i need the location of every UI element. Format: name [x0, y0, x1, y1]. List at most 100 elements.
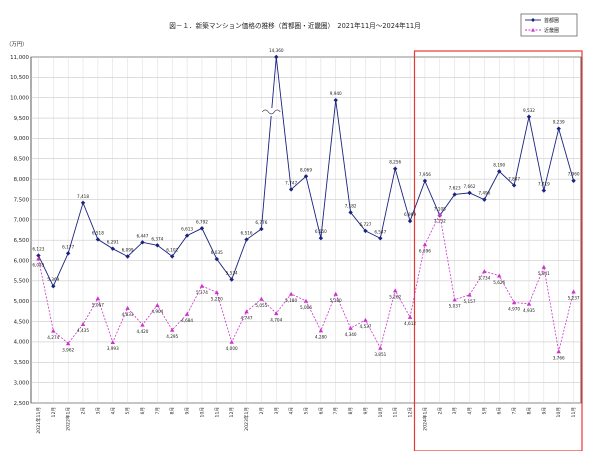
data-label-shutoken: 6,177 [62, 244, 74, 249]
y-tick-label: 9,500 [14, 116, 30, 122]
x-tick-label: 5月 [125, 407, 131, 415]
y-tick-label: 6,000 [14, 258, 30, 264]
data-label-shutoken: 7,719 [538, 182, 550, 187]
data-label-kinki: 5,626 [493, 280, 505, 285]
data-point-shutoken [214, 256, 220, 262]
data-label-kinki: 5,180 [285, 298, 297, 303]
y-tick-label: 10,500 [10, 75, 29, 81]
x-tick-label: 4月 [289, 407, 295, 415]
data-point-kinki [288, 291, 294, 296]
data-point-shutoken [36, 253, 41, 258]
data-point-shutoken [259, 226, 264, 232]
data-label-shutoken: 6,792 [196, 219, 208, 224]
data-label-kinki: 5,055 [255, 303, 267, 308]
data-label-shutoken: 6,518 [92, 230, 104, 235]
data-label-shutoken: 6,547 [374, 229, 386, 234]
data-point-shutoken [422, 178, 428, 184]
data-point-kinki [452, 297, 457, 302]
x-tick-label: 2月 [437, 407, 443, 415]
data-point-kinki [378, 345, 383, 350]
data-label-shutoken: 6,776 [255, 220, 267, 225]
x-tick-label: 2月 [81, 407, 87, 415]
x-tick-label: 2月 [259, 407, 265, 415]
data-label-shutoken: 7,960 [568, 172, 580, 177]
data-label-kinki: 4,435 [77, 328, 89, 333]
data-label-kinki: 4,747 [241, 316, 253, 321]
x-tick-label: 8月 [348, 407, 354, 415]
data-label-shutoken: 6,102 [166, 247, 178, 252]
y-tick-label: 10,000 [10, 96, 29, 102]
y-tick-label: 7,500 [14, 197, 30, 203]
data-label-kinki: 4,000 [226, 346, 238, 351]
data-label-kinki: 3,962 [62, 347, 74, 352]
data-point-kinki [95, 296, 101, 301]
data-label-kinki: 5,374 [196, 290, 208, 295]
data-point-shutoken [288, 187, 294, 192]
data-label-kinki: 5,006 [300, 305, 312, 310]
axis-break-mask [259, 107, 282, 116]
x-tick-label: 2021年11月 [35, 407, 42, 434]
y-tick-label: 8,000 [14, 177, 30, 183]
data-label-kinki: 4,537 [359, 324, 371, 329]
x-tick-label: 9月 [363, 407, 369, 415]
data-point-shutoken [318, 235, 324, 241]
data-point-shutoken [303, 174, 309, 179]
x-tick-label: 12月 [229, 407, 235, 417]
data-point-shutoken [229, 277, 234, 282]
data-point-kinki [571, 289, 576, 294]
data-point-kinki [229, 339, 234, 344]
x-tick-label: 12月 [51, 407, 57, 417]
data-label-shutoken: 7,956 [419, 172, 431, 177]
data-point-shutoken [170, 254, 175, 259]
data-point-kinki [333, 291, 338, 296]
data-point-kinki [511, 300, 517, 305]
data-label-shutoken: 7,662 [464, 184, 476, 189]
data-point-shutoken [333, 97, 338, 103]
data-label-shutoken: 6,447 [136, 233, 148, 238]
data-point-kinki [110, 340, 115, 345]
data-point-kinki [437, 212, 442, 217]
data-point-shutoken [125, 254, 130, 259]
data-label-shutoken: 6,123 [32, 247, 44, 252]
axis-break-mark [261, 109, 281, 115]
data-point-shutoken [541, 188, 547, 193]
data-label-kinki: 4,340 [345, 332, 357, 337]
data-point-kinki [244, 309, 249, 314]
x-tick-label: 3月 [95, 407, 101, 415]
data-point-shutoken [571, 178, 576, 183]
y-tick-label: 3,500 [14, 360, 30, 366]
data-label-kinki: 5,220 [211, 296, 223, 301]
data-point-shutoken [184, 233, 190, 238]
data-point-shutoken [482, 197, 487, 202]
data-label-shutoken: 5,369 [47, 277, 59, 282]
data-label-shutoken: 6,035 [211, 250, 223, 255]
x-tick-label: 10月 [378, 407, 384, 417]
x-tick-label: 2024年1月 [421, 407, 428, 431]
y-tick-label: 7,000 [14, 218, 30, 224]
y-tick-label: 4,000 [14, 340, 30, 346]
data-label-shutoken: 6,291 [107, 240, 119, 245]
legend-label: 首都圏 [544, 17, 559, 24]
data-point-kinki [422, 242, 428, 247]
data-point-shutoken [110, 246, 115, 251]
data-label-kinki: 7,132 [434, 218, 446, 223]
x-tick-label: 7月 [512, 407, 518, 415]
data-point-kinki [125, 305, 130, 310]
y-tick-label: 8,500 [14, 157, 30, 163]
data-point-kinki [407, 314, 413, 319]
data-point-shutoken [95, 237, 101, 242]
data-point-kinki [482, 269, 487, 274]
data-point-shutoken [80, 200, 86, 206]
x-tick-label: 10月 [556, 407, 562, 417]
data-point-shutoken [274, 54, 279, 60]
plot-area: 2,500 3,000 3,500 4,000 4,500 5,000 5,500 6,000… [10, 48, 583, 451]
x-tick-label: 4月 [110, 407, 116, 415]
x-tick-label: 3月 [274, 407, 280, 415]
data-point-shutoken [467, 190, 472, 196]
x-tick-label: 2023年1月 [243, 407, 250, 431]
data-label-kinki: 3,993 [107, 346, 119, 351]
x-tick-label: 11月 [214, 407, 220, 417]
x-tick-label: 8月 [526, 407, 532, 415]
data-label-kinki: 4,684 [181, 318, 193, 323]
